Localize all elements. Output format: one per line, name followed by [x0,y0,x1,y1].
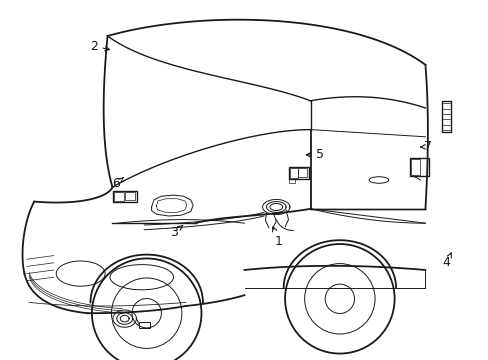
Text: 2: 2 [90,40,109,53]
Text: 4: 4 [442,253,450,269]
Text: 3: 3 [169,225,183,239]
Text: 6: 6 [112,177,123,190]
Text: 5: 5 [305,148,324,161]
Text: 1: 1 [272,227,282,248]
Text: 7: 7 [420,140,431,153]
